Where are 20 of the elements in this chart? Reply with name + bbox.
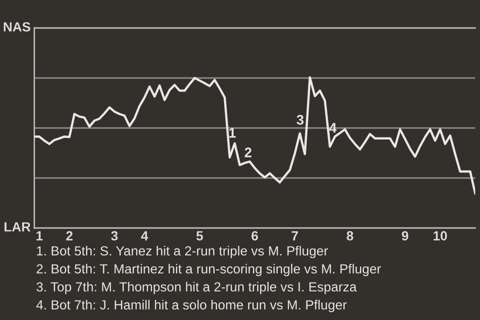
x-tick-label: 7 <box>292 231 298 240</box>
x-tick-label: 9 <box>402 231 408 240</box>
annotation: 2 <box>244 147 252 158</box>
text: 1. Bot 5th: S. Yanez hit a 2-run triple vs M. Pfluger <box>37 246 328 258</box>
x-tick-label: 8 <box>346 231 354 240</box>
text: NAS <box>4 22 30 32</box>
x-tick-label: 2 <box>66 231 73 240</box>
text: LAR <box>4 222 31 232</box>
x-tick-label: 10 <box>434 231 447 240</box>
x-tick-label: 5 <box>196 231 203 240</box>
text: 2. Bot 5th: T. Martinez hit a run-scoring single vs M. Pfluger <box>36 264 381 276</box>
annotation: 4 <box>329 123 337 133</box>
annotation: 3 <box>296 114 304 125</box>
text: 3. Top 7th: M. Thompson hit a 2-run triple vs I. Esparza <box>36 282 357 294</box>
x-tick-label: 1 <box>36 231 43 240</box>
x-tick-label: 3 <box>111 231 118 240</box>
x-tick-label: 4 <box>141 231 148 240</box>
x-tick-label: 6 <box>252 231 258 240</box>
annotation: 1 <box>229 128 236 138</box>
text: 4. Bot 7th: J. Hamill hit a solo home run vs M. Pfluger <box>36 300 347 312</box>
